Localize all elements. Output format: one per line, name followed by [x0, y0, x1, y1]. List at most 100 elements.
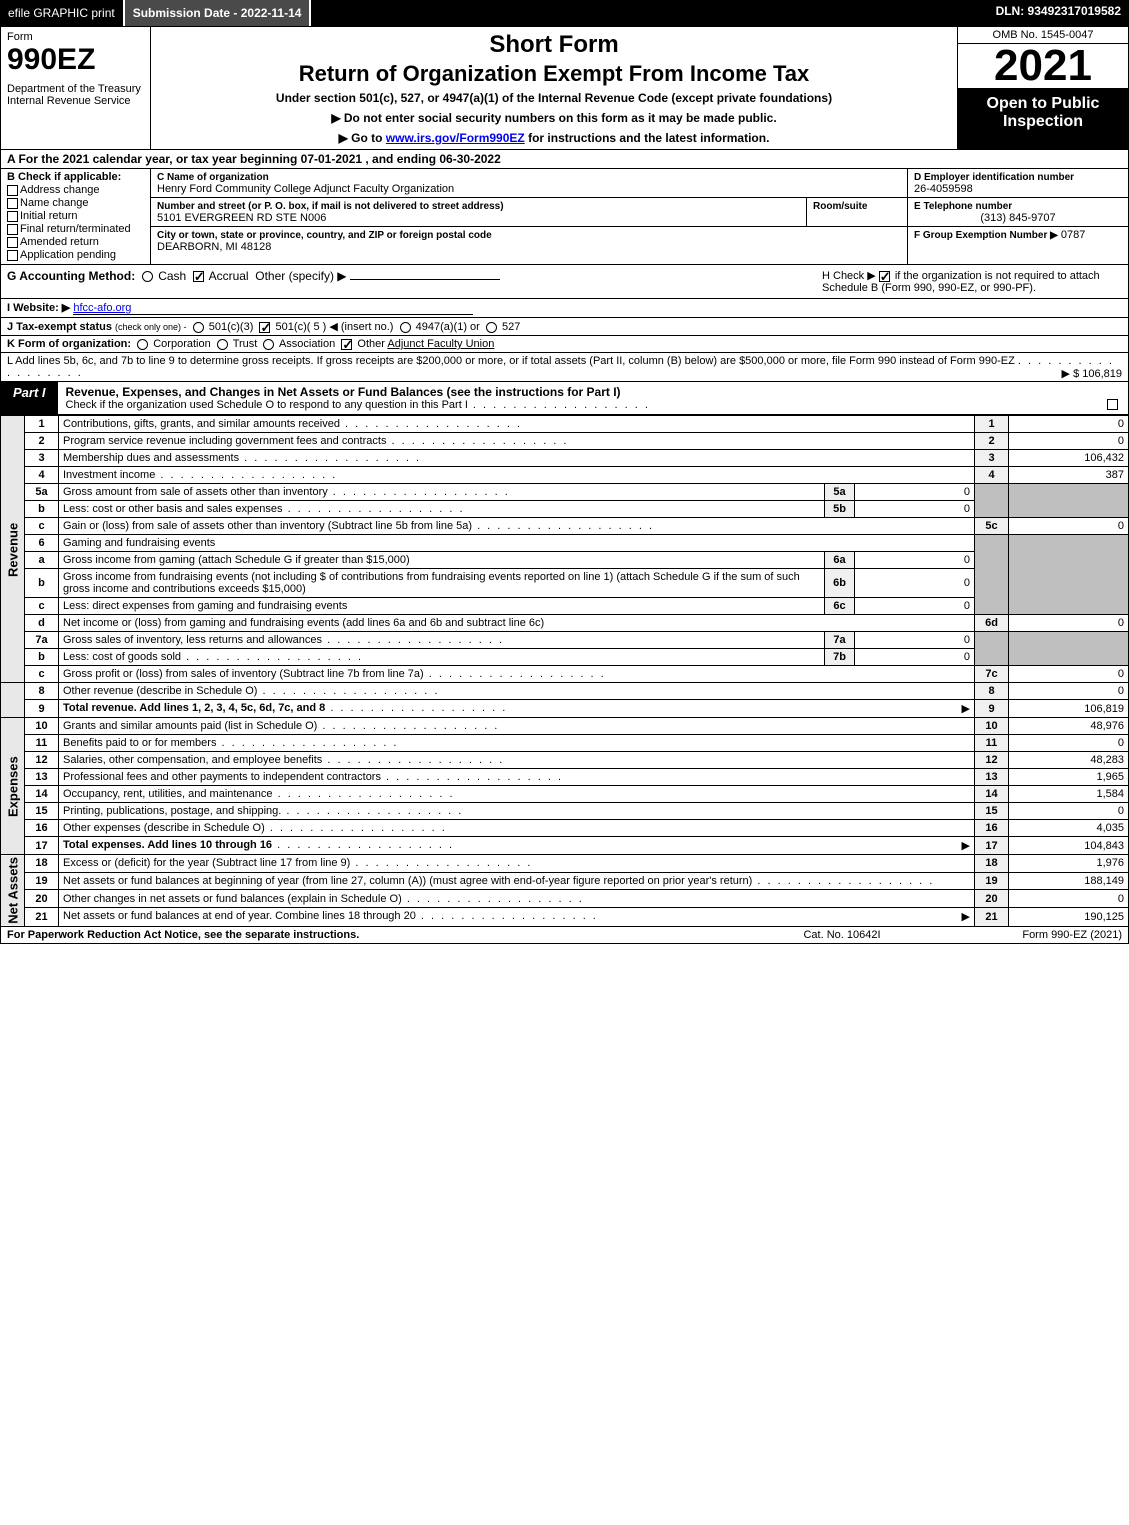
form-word: Form [7, 31, 144, 43]
org-name-cell: C Name of organization Henry Ford Commun… [151, 169, 907, 198]
chk-amended-return[interactable]: Amended return [7, 236, 144, 248]
addr-row: Number and street (or P. O. box, if mail… [151, 198, 907, 227]
shade [975, 535, 1009, 615]
row-a-tax-year: A For the 2021 calendar year, or tax yea… [0, 150, 1129, 169]
line-rnum: 7c [975, 666, 1009, 683]
line-rnum: 2 [975, 433, 1009, 450]
line-rval: 4,035 [1009, 820, 1129, 837]
department: Department of the Treasury Internal Reve… [7, 83, 144, 107]
chk-h-scheduleb[interactable] [879, 271, 890, 282]
line-desc: Program service revenue including govern… [59, 433, 975, 450]
header-left: Form 990EZ Department of the Treasury In… [1, 27, 151, 149]
radio-527[interactable] [486, 322, 497, 333]
j-note: (check only one) - [115, 322, 187, 332]
line-num: 6 [25, 535, 59, 552]
org-address: 5101 EVERGREEN RD STE N006 [157, 212, 326, 224]
line-num: 5a [25, 484, 59, 501]
line-num: 18 [25, 855, 59, 873]
header-center: Short Form Return of Organization Exempt… [151, 27, 958, 149]
group-value: 0787 [1061, 229, 1085, 241]
line-desc: Gross sales of inventory, less returns a… [59, 632, 825, 649]
radio-trust[interactable] [217, 339, 228, 350]
line-rval: 0 [1009, 433, 1129, 450]
h-schedule-b: H Check ▶ if the organization is not req… [822, 269, 1122, 294]
line-rval: 1,976 [1009, 855, 1129, 873]
sub-val: 0 [855, 569, 975, 598]
shade [975, 632, 1009, 666]
line-rnum: 18 [975, 855, 1009, 873]
other-input[interactable] [350, 279, 500, 280]
line-rval: 0 [1009, 803, 1129, 820]
topbar: efile GRAPHIC print Submission Date - 20… [0, 0, 1129, 26]
line-rnum: 10 [975, 718, 1009, 735]
line-rval: 106,432 [1009, 450, 1129, 467]
line-rval: 190,125 [1009, 907, 1129, 926]
line-rnum: 15 [975, 803, 1009, 820]
chk-name-change[interactable]: Name change [7, 197, 144, 209]
line-rnum: 14 [975, 786, 1009, 803]
dln: DLN: 93492317019582 [988, 0, 1129, 26]
chk-application-pending[interactable]: Application pending [7, 249, 144, 261]
city-cell: City or town, state or province, country… [151, 227, 907, 264]
shade [1009, 484, 1129, 518]
sub-val: 0 [855, 552, 975, 569]
line-rval: 0 [1009, 615, 1129, 632]
line-num: b [25, 501, 59, 518]
chk-address-change[interactable]: Address change [7, 184, 144, 196]
goto-pre: ▶ Go to [339, 131, 386, 145]
sub-label: 5b [825, 501, 855, 518]
opt-corp: Corporation [153, 338, 210, 350]
opt-other: Other (specify) ▶ [255, 269, 346, 283]
line-desc: Other revenue (describe in Schedule O) [59, 683, 975, 700]
chk-other-org[interactable] [341, 339, 352, 350]
line-rval: 104,843 [1009, 837, 1129, 855]
sub-label: 6a [825, 552, 855, 569]
line-rnum: 3 [975, 450, 1009, 467]
chk-final-return[interactable]: Final return/terminated [7, 223, 144, 235]
irs-link[interactable]: www.irs.gov/Form990EZ [386, 131, 525, 145]
sub-label: 5a [825, 484, 855, 501]
line-num: 3 [25, 450, 59, 467]
line-desc: Total expenses. Add lines 10 through 16 [59, 837, 975, 855]
opt-trust: Trust [233, 338, 258, 350]
submission-date: Submission Date - 2022-11-14 [125, 0, 312, 26]
line-rval: 0 [1009, 666, 1129, 683]
row-g-h: G Accounting Method: Cash Accrual Other … [0, 265, 1129, 299]
row-i-website: I Website: ▶ hfcc-afo.org [0, 299, 1129, 318]
radio-501c3[interactable] [193, 322, 204, 333]
goto-link-line: ▶ Go to www.irs.gov/Form990EZ for instru… [161, 131, 947, 145]
line-num: b [25, 569, 59, 598]
line-num: 11 [25, 735, 59, 752]
line-rnum: 8 [975, 683, 1009, 700]
website-link[interactable]: hfcc-afo.org [73, 302, 473, 315]
radio-corp[interactable] [137, 339, 148, 350]
city-label: City or town, state or province, country… [157, 230, 492, 241]
efile-print[interactable]: efile GRAPHIC print [0, 0, 125, 26]
row-k-form-of-org: K Form of organization: Corporation Trus… [0, 336, 1129, 353]
chk-accrual[interactable] [193, 271, 204, 282]
line-desc: Gross income from gaming (attach Schedul… [59, 552, 825, 569]
l-text: L Add lines 5b, 6c, and 7b to line 9 to … [7, 355, 1015, 367]
sub-val: 0 [855, 501, 975, 518]
line-desc: Occupancy, rent, utilities, and maintena… [59, 786, 975, 803]
line-desc: Gross income from fundraising events (no… [59, 569, 825, 598]
room-label: Room/suite [813, 201, 867, 212]
chk-initial-return[interactable]: Initial return [7, 210, 144, 222]
line-num: 7a [25, 632, 59, 649]
line-rval: 0 [1009, 416, 1129, 433]
line-rnum: 13 [975, 769, 1009, 786]
group-label: F Group Exemption Number ▶ [914, 230, 1058, 241]
sub-val: 0 [855, 598, 975, 615]
j-label: J Tax-exempt status [7, 321, 112, 333]
other-org-value: Adjunct Faculty Union [387, 338, 494, 350]
chk-501c[interactable] [259, 322, 270, 333]
radio-assoc[interactable] [263, 339, 274, 350]
line-num: 2 [25, 433, 59, 450]
line-rval: 1,584 [1009, 786, 1129, 803]
line-desc: Professional fees and other payments to … [59, 769, 975, 786]
line-desc: Other expenses (describe in Schedule O) [59, 820, 975, 837]
radio-cash[interactable] [142, 271, 153, 282]
radio-4947[interactable] [400, 322, 411, 333]
chk-schedule-o[interactable] [1107, 399, 1118, 410]
ein-label: D Employer identification number [914, 172, 1074, 183]
